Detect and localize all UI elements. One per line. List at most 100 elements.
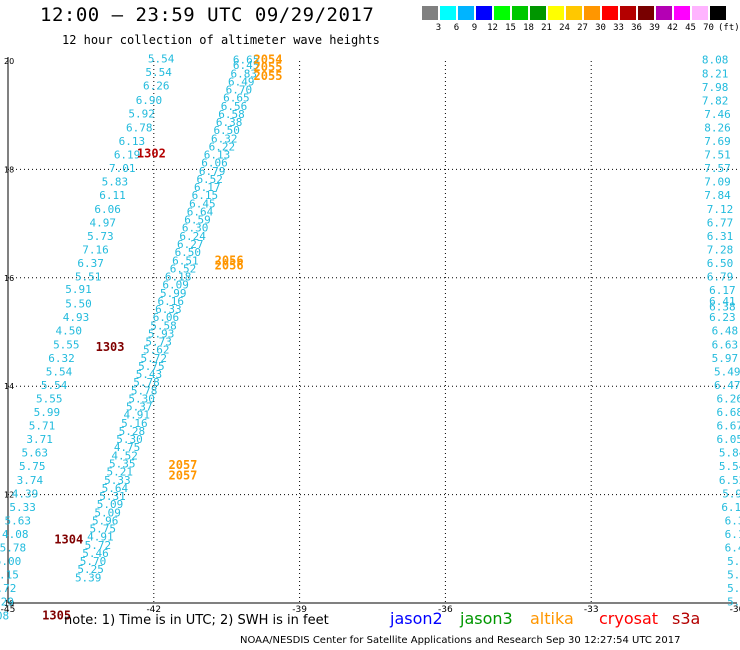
wave-height-label: 6.1 [725, 528, 740, 541]
color-scale-label: 6 [453, 23, 460, 33]
wave-height-label: 6.68 [716, 406, 740, 419]
wave-height-label: 6.30 [182, 222, 209, 235]
wave-height-label: 6.05 [716, 433, 740, 446]
y-tick-label: 12 [4, 491, 14, 500]
pass-time-label: 2056 [215, 253, 244, 267]
wave-height-label: 6.52 [170, 262, 197, 275]
color-swatch [619, 6, 636, 20]
footnote: note: 1) Time is in UTC; 2) SWH is in fe… [64, 613, 329, 628]
legend-item-altika: altika [530, 609, 574, 628]
wave-height-label: 6.19 [114, 149, 141, 162]
wave-height-label: 6.27 [177, 238, 204, 251]
y-tick-label: 14 [4, 382, 14, 391]
pass-time-label: 2057 [169, 468, 198, 482]
wave-height-label: 4.50 [56, 325, 83, 338]
color-scale-label: 27 [577, 23, 588, 33]
color-swatch [421, 6, 438, 20]
legend-item-jason2: jason2 [390, 609, 443, 628]
wave-height-label: 5.93 [148, 327, 175, 340]
wave-height-label: 6.38 [709, 300, 736, 313]
grid-lines [8, 61, 737, 603]
wave-height-label: 5.30 [128, 392, 155, 405]
wave-height-label: 3.74 [17, 474, 44, 487]
wave-height-label: 7.82 [702, 94, 729, 107]
wave-height-label: 5.46 [82, 547, 109, 560]
wave-height-label: 5.75 [90, 523, 117, 536]
wave-height-label: 6.65 [223, 92, 250, 105]
x-tick-label: -33 [584, 605, 599, 615]
wave-height-label: 5.83 [102, 176, 129, 189]
data-labels: 5.545.546.266.905.926.786.136.197.015.83… [0, 53, 740, 623]
color-scale-label: 33 [613, 23, 624, 33]
wave-height-label: 8.08 [702, 54, 729, 67]
pass-time-label: 1302 [137, 146, 166, 160]
wave-height-label: 5.21 [107, 466, 134, 479]
wave-height-label: 5.33 [104, 474, 131, 487]
wave-height-label: 6.32 [211, 132, 238, 145]
color-swatch [655, 6, 672, 20]
wave-height-label: 6.15 [192, 189, 219, 202]
wave-height-label: 7.09 [704, 176, 731, 189]
wave-height-label: 5.55 [36, 392, 63, 405]
wave-height-label: 6.24 [179, 230, 206, 243]
wave-height-label: 4.08 [2, 528, 29, 541]
wave-height-label: 5.31 [99, 490, 126, 503]
color-scale-label: 45 [685, 23, 696, 33]
wave-height-label: 5.33 [9, 501, 36, 514]
wave-height-label: 6.79 [199, 165, 226, 178]
color-swatch [439, 6, 456, 20]
color-scale-label: 42 [667, 23, 678, 33]
legend-item-s3a: s3a [672, 609, 701, 628]
color-scale-label: 24 [559, 23, 570, 33]
wave-height-label: 6.26 [716, 392, 740, 405]
wave-height-label: 6.23 [709, 311, 736, 324]
wave-height-label: 5.54 [46, 365, 73, 378]
wave-height-label: 5.75 [19, 460, 46, 473]
color-scale-label: (ft) [718, 23, 740, 33]
wave-height-label: 5.63 [21, 447, 48, 460]
wave-height-label: 5.92 [128, 107, 155, 120]
wave-height-label: 5.63 [4, 514, 31, 527]
wave-height-label: 6.09 [162, 279, 189, 292]
wave-height-label: 6.50 [175, 246, 202, 259]
wave-height-label: 6.64 [187, 205, 214, 218]
wave-height-label: 5.97 [712, 352, 739, 365]
wave-height-label: 5.9 [722, 487, 740, 500]
wave-height-label: 5.99 [160, 287, 187, 300]
wave-height-label: 7.28 [707, 243, 734, 256]
wave-height-label: 6.06 [94, 203, 121, 216]
color-swatch [475, 6, 492, 20]
wave-height-label: 5.16 [121, 417, 148, 430]
wave-height-label: 4.91 [124, 409, 151, 422]
color-swatch [511, 6, 528, 20]
wave-height-label: 5.9 [727, 555, 740, 568]
pass-time-label: 2056 [215, 259, 244, 273]
color-swatch [637, 6, 654, 20]
wave-height-label: 5.43 [136, 368, 163, 381]
y-tick-label: 16 [4, 274, 14, 283]
wave-height-label: 5.96 [92, 514, 119, 527]
wave-height-label: 7.69 [704, 135, 731, 148]
color-swatch [691, 6, 708, 20]
wave-height-label: 6.79 [707, 271, 734, 284]
x-tick-label: -42 [146, 605, 161, 615]
wave-height-label: 6.52 [719, 474, 740, 487]
color-scale-label: 15 [505, 23, 516, 33]
wave-height-label: 6.37 [77, 257, 104, 270]
wave-height-label: 6.45 [233, 59, 260, 72]
wave-height-label: 5.49 [714, 365, 740, 378]
wave-height-label: 5.54 [145, 66, 172, 79]
color-scale-label: 9 [471, 23, 478, 33]
wave-height-label: 5.64 [102, 482, 129, 495]
legend-item-jason3: jason3 [460, 609, 513, 628]
color-swatch [601, 6, 618, 20]
wave-height-label: 6.52 [196, 173, 223, 186]
wave-height-label: 3.71 [26, 433, 53, 446]
wave-height-label: 5.78 [0, 542, 26, 555]
wave-height-label: 6.38 [216, 116, 243, 129]
wave-height-label: 6.51 [172, 254, 199, 267]
wave-height-label: 5.75 [138, 360, 165, 373]
color-swatch [493, 6, 510, 20]
color-swatch [529, 6, 546, 20]
wave-height-label: 5.71 [29, 420, 56, 433]
